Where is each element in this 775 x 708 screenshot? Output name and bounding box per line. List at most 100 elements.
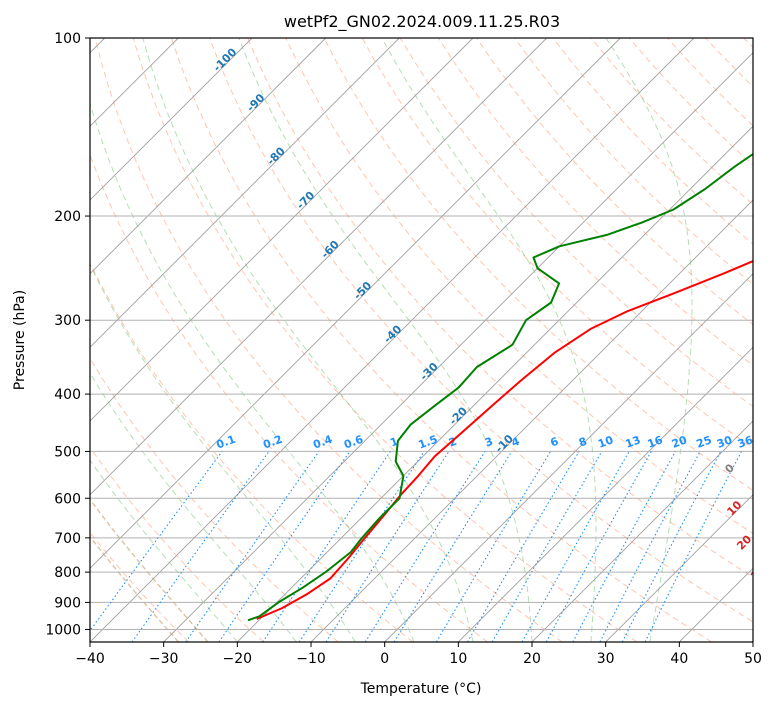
x-axis-label: Temperature (°C): [360, 681, 482, 697]
moist-adiabat-line: [90, 459, 238, 642]
x-tick-label: −10: [296, 651, 326, 667]
dry-adiabat-line: [209, 38, 753, 623]
mixing-ratio-label: 2: [447, 435, 459, 450]
mixing-ratio-lines: [90, 451, 742, 642]
dry-adiabat-line: [514, 38, 753, 285]
isotherm-line: [90, 38, 548, 496]
moist-adiabats: [90, 38, 693, 642]
mixing-ratio-label: 0.6: [342, 433, 365, 452]
x-tick-label: 30: [597, 651, 615, 667]
dry-adiabat-label: 30: [748, 563, 768, 583]
dry-adiabat-line: [247, 38, 753, 578]
mixing-ratio-label: 6: [549, 435, 561, 450]
dry-adiabat-line: [170, 38, 712, 642]
wetbulb-curve: [90, 498, 209, 642]
y-tick-label: 800: [54, 565, 81, 581]
dry-adiabat-label: 20: [734, 532, 754, 552]
x-tick-label: 50: [744, 651, 762, 667]
mixing-ratio-label: 13: [624, 433, 643, 450]
isotherm-line: [531, 420, 753, 642]
y-tick-label: 200: [54, 209, 81, 225]
mixing-ratio-label: 16: [646, 433, 665, 451]
x-tick-label: −20: [223, 651, 253, 667]
moist-adiabat-line: [90, 101, 415, 642]
isotherm-line: [457, 346, 753, 642]
y-tick-label: 300: [54, 313, 81, 329]
mixing-ratio-line: [218, 451, 351, 642]
mixing-ratio-label: 8: [577, 435, 589, 450]
pressure-gridlines: [90, 38, 753, 630]
dry-adiabat-line: [90, 261, 414, 642]
moist-adiabat-line: [381, 38, 597, 642]
isotherm-line: [90, 38, 327, 275]
x-axis-ticks: −40 −30 −20 −10 0 10 20 30 40 50: [75, 642, 762, 667]
dry-adiabat-line: [132, 38, 638, 642]
mixing-ratio-line: [393, 451, 513, 642]
moist-adiabat-line: [90, 263, 356, 642]
wetbulb-curve: [90, 535, 179, 642]
mixing-ratio-label: 20: [670, 433, 689, 451]
wetbulb-adiabats: [90, 498, 209, 642]
dry-adiabat-line: [90, 446, 264, 642]
isotherm-line: [310, 199, 753, 642]
isotherm-line: [236, 125, 753, 642]
isotherm-line: [605, 494, 753, 642]
y-tick-label: 400: [54, 387, 81, 403]
y-tick-label: 1000: [45, 622, 81, 638]
mixing-ratio-label: 0.2: [261, 433, 284, 452]
isotherm-line: [90, 38, 400, 348]
mixing-ratio-label: 4: [510, 435, 522, 450]
dry-adiabat-line: [476, 38, 753, 326]
y-tick-label: 500: [54, 444, 81, 460]
x-tick-label: −30: [149, 651, 179, 667]
mixing-ratio-line: [621, 451, 722, 642]
mixing-ratio-label: 1.5: [417, 433, 440, 452]
mixing-ratio-label: 25: [695, 433, 714, 450]
mixing-ratio-line: [131, 451, 270, 642]
x-tick-label: 10: [449, 651, 467, 667]
chart-title: wetPf2_GN02.2024.009.11.25.R03: [284, 12, 560, 32]
dry-adiabat-line: [94, 38, 563, 642]
mixing-ratio-line: [545, 451, 652, 642]
y-tick-label: 100: [54, 31, 81, 47]
mixing-ratio-label: 0.1: [215, 433, 238, 452]
x-tick-label: 40: [670, 651, 688, 667]
isotherm-line: [90, 38, 695, 642]
mixing-ratio-label: 0.4: [311, 433, 334, 452]
mixing-ratio-label: 30: [715, 433, 734, 451]
mixing-ratio-label: 36: [736, 433, 755, 451]
mixing-ratio-line: [90, 451, 223, 632]
isotherm-line: [384, 273, 753, 642]
moist-adiabat-line: [90, 372, 297, 642]
moist-adiabat-line: [605, 38, 693, 642]
dry-adiabat-line: [90, 357, 339, 642]
y-tick-label: 600: [54, 491, 81, 507]
x-tick-label: 0: [380, 651, 389, 667]
y-tick-label: 900: [54, 595, 81, 611]
isotherm-line: [90, 38, 474, 422]
isotherm-line: [90, 38, 621, 569]
dry-adiabat-line: [323, 38, 753, 492]
isotherms: [90, 38, 753, 642]
mixing-ratio-line: [185, 451, 320, 642]
x-tick-label: −40: [75, 651, 105, 667]
mixing-ratio-label: 1: [388, 435, 400, 450]
mixing-ratio-line: [325, 451, 450, 642]
dry-adiabat-line: [285, 38, 753, 535]
mixing-ratio-line: [262, 451, 391, 642]
isotherm-line: [163, 52, 753, 642]
y-axis-ticks: 100 200 300 400 500 600 700 800 900 1000: [45, 31, 90, 638]
mixing-ratio-line: [298, 451, 425, 642]
moist-adiabat-line: [238, 38, 533, 642]
dry-adiabats: [90, 38, 753, 642]
mixing-ratio-line: [644, 451, 742, 642]
isotherm-line: [90, 38, 253, 201]
mixing-ratio-label: 3: [483, 435, 495, 450]
moist-adiabat-line: [142, 38, 474, 642]
y-axis-label: Pressure (hPa): [12, 290, 28, 390]
mixing-ratio-line: [521, 451, 630, 642]
plot-frame: [89, 37, 754, 643]
x-tick-label: 20: [523, 651, 541, 667]
